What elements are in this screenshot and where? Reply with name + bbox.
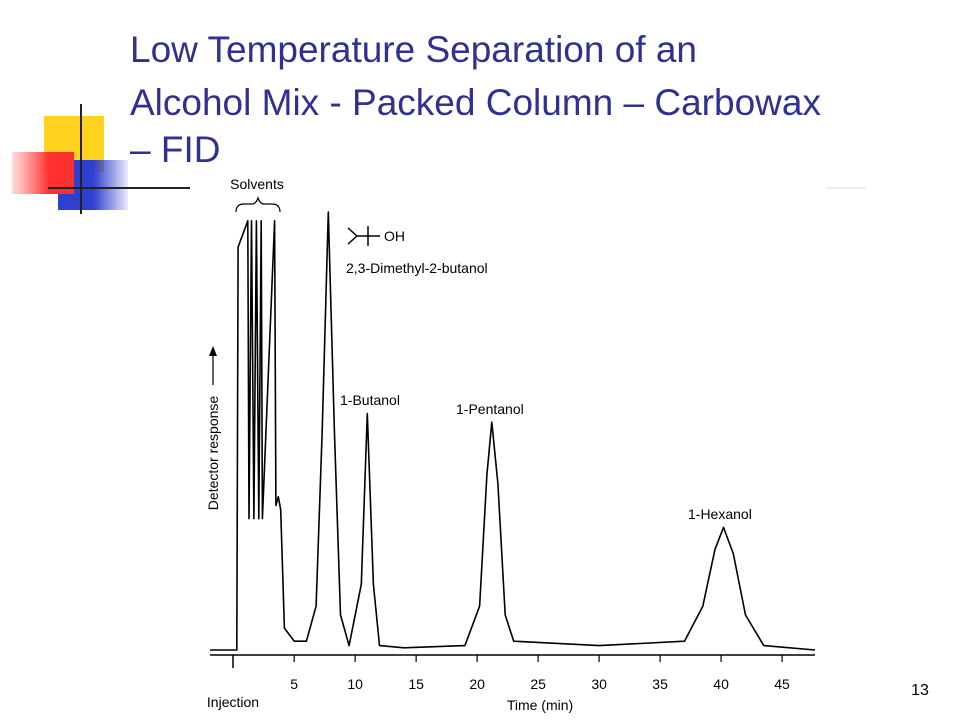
trace [210, 211, 816, 651]
annotation: Solvents [230, 176, 284, 192]
annotation: OH [384, 228, 405, 244]
annotation: 1-Pentanol [456, 401, 524, 417]
annotation: 2,3-Dimethyl-2-butanol [346, 260, 488, 276]
x-tick-label: 30 [591, 676, 607, 692]
y-arrow-head [209, 346, 217, 356]
x-tick-label: 25 [530, 676, 546, 692]
x-tick-label: 35 [652, 676, 668, 692]
x-tick-label: 10 [347, 676, 363, 692]
y-axis-label: Detector response [205, 396, 221, 511]
structure [347, 226, 380, 246]
title-line: Alcohol Mix - Packed Column – Carbowax [130, 82, 821, 123]
title-line: Low Temperature Separation of an [130, 29, 697, 70]
x-tick-label: 20 [469, 676, 485, 692]
x-tick-label: 45 [774, 676, 790, 692]
annotation: 1-Hexanol [688, 506, 752, 522]
x-tick-label: 15 [408, 676, 424, 692]
brace [235, 196, 281, 213]
x-tick-label: 40 [713, 676, 729, 692]
annotation: 1-Butanol [340, 392, 400, 408]
slide-number: 13 [911, 682, 929, 699]
x-axis-label: Time (min) [507, 697, 573, 713]
annotation: Injection [207, 694, 259, 710]
x-tick-label: 5 [290, 676, 298, 692]
title-line: – FID [130, 129, 220, 170]
